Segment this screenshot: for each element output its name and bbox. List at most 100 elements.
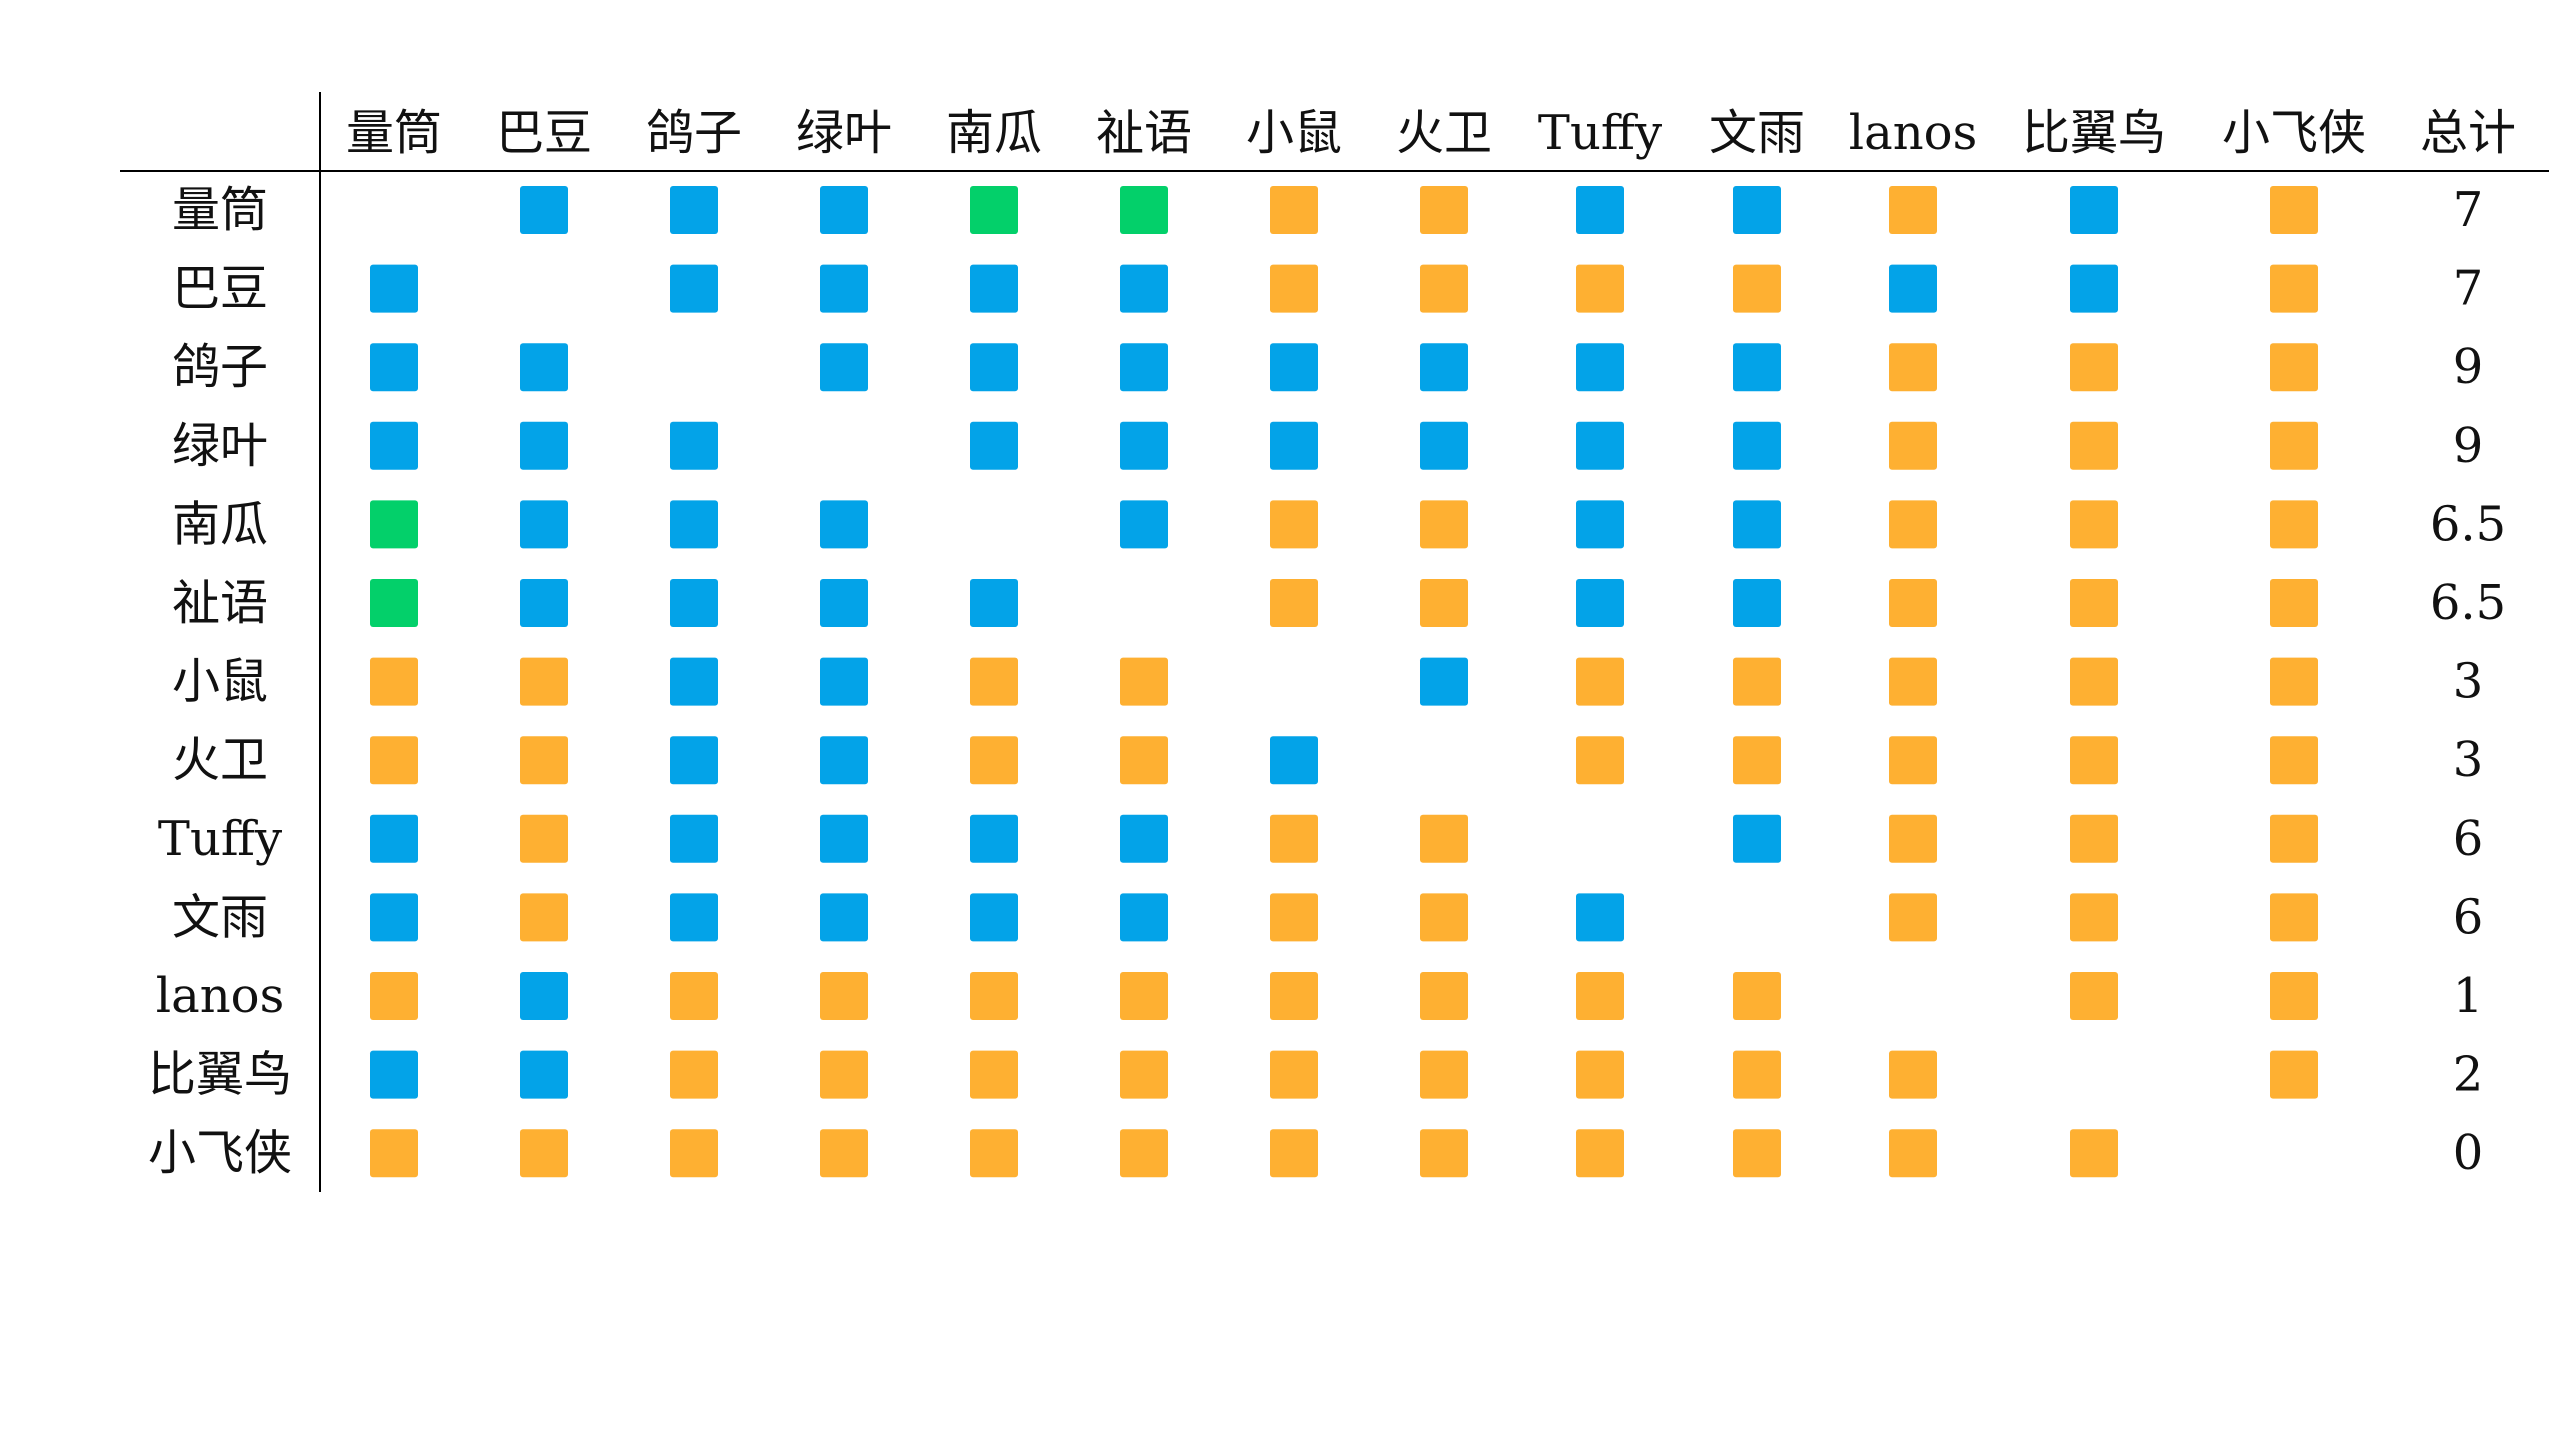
result-cell (1120, 814, 1168, 863)
result-cell (1120, 264, 1168, 313)
total-value: 0 (2453, 1125, 2484, 1181)
result-cell (520, 421, 568, 470)
result-cell (1733, 972, 1781, 1020)
result-cell (820, 893, 868, 942)
result-cell (520, 1129, 568, 1178)
result-cell (2270, 579, 2318, 627)
result-cell (520, 579, 568, 627)
result-cell (2070, 186, 2118, 234)
result-cell (1420, 893, 1468, 942)
result-cell (1420, 264, 1468, 313)
total-value: 3 (2453, 654, 2484, 710)
result-cell (370, 421, 418, 470)
result-cell (820, 343, 868, 392)
row-label: 祉语 (172, 575, 268, 631)
result-cell (970, 736, 1018, 785)
result-cell (520, 500, 568, 549)
column-label: lanos (1849, 105, 1977, 161)
result-cell (1120, 343, 1168, 392)
result-cell (1576, 500, 1624, 549)
result-cell (1270, 1129, 1318, 1178)
row-label: 南瓜 (172, 496, 268, 552)
result-cell (2270, 343, 2318, 392)
result-cell (1889, 579, 1937, 627)
result-cell (2270, 657, 2318, 706)
result-cell (1733, 579, 1781, 627)
totals-column: 7 7 9 9 6.5 6.5 3 3 6 6 1 2 0 (2430, 182, 2506, 1181)
column-label: 绿叶 (796, 105, 892, 161)
result-cell (370, 893, 418, 942)
result-cell (2070, 343, 2118, 392)
result-cell (1120, 972, 1168, 1020)
total-value: 1 (2453, 968, 2484, 1024)
column-label: Tuffy (1538, 105, 1662, 161)
row-label: 量筒 (172, 182, 268, 238)
column-label: 小鼠 (1246, 105, 1342, 161)
result-cell (370, 1050, 418, 1099)
row-label: Tuffy (158, 811, 282, 867)
result-cell (970, 264, 1018, 313)
total-value: 7 (2453, 261, 2484, 317)
result-cell (1270, 343, 1318, 392)
result-cell (1733, 186, 1781, 234)
result-cell (520, 893, 568, 942)
total-value: 7 (2453, 182, 2484, 238)
total-value: 9 (2453, 339, 2484, 395)
result-cell (1733, 814, 1781, 863)
result-cell (1576, 736, 1624, 785)
result-cell (970, 893, 1018, 942)
result-cell (1420, 814, 1468, 863)
result-cell (1120, 736, 1168, 785)
column-label: 火卫 (1396, 105, 1492, 161)
total-value: 3 (2453, 732, 2484, 788)
result-cell (1120, 500, 1168, 549)
result-cell (1270, 736, 1318, 785)
result-cell (1576, 421, 1624, 470)
total-header: 总计 (2420, 105, 2516, 161)
result-cell (1733, 736, 1781, 785)
result-cell (520, 186, 568, 234)
result-cell (970, 186, 1018, 234)
result-cell (520, 1050, 568, 1099)
result-cell (1576, 893, 1624, 942)
result-cell (1576, 972, 1624, 1020)
result-cell (670, 972, 718, 1020)
result-cell (1420, 343, 1468, 392)
column-label: 南瓜 (946, 105, 1042, 161)
result-cell (970, 421, 1018, 470)
result-cell (1270, 1050, 1318, 1099)
result-cell (2070, 579, 2118, 627)
result-cell (2270, 1050, 2318, 1099)
result-cell (2270, 736, 2318, 785)
result-cell (370, 264, 418, 313)
result-cell (370, 736, 418, 785)
result-cell (820, 736, 868, 785)
result-cell (1576, 343, 1624, 392)
total-value: 9 (2453, 418, 2484, 474)
result-cell (2270, 972, 2318, 1020)
result-cell (970, 579, 1018, 627)
result-cell (820, 657, 868, 706)
result-cell (1889, 657, 1937, 706)
result-cell (1733, 1050, 1781, 1099)
result-cell (1889, 1129, 1937, 1178)
result-cell (1270, 579, 1318, 627)
result-cell (670, 1050, 718, 1099)
result-cell (2270, 893, 2318, 942)
result-cell (1120, 657, 1168, 706)
result-cell (370, 657, 418, 706)
total-value: 6.5 (2430, 496, 2506, 552)
result-cell (370, 972, 418, 1020)
result-cell (670, 579, 718, 627)
result-cell (2070, 893, 2118, 942)
result-cell (1889, 1050, 1937, 1099)
result-cell (970, 343, 1018, 392)
result-cell (1120, 1129, 1168, 1178)
result-cell (670, 186, 718, 234)
result-cell (2270, 421, 2318, 470)
result-cell (820, 186, 868, 234)
result-cell (370, 579, 418, 627)
result-cell (820, 1050, 868, 1099)
